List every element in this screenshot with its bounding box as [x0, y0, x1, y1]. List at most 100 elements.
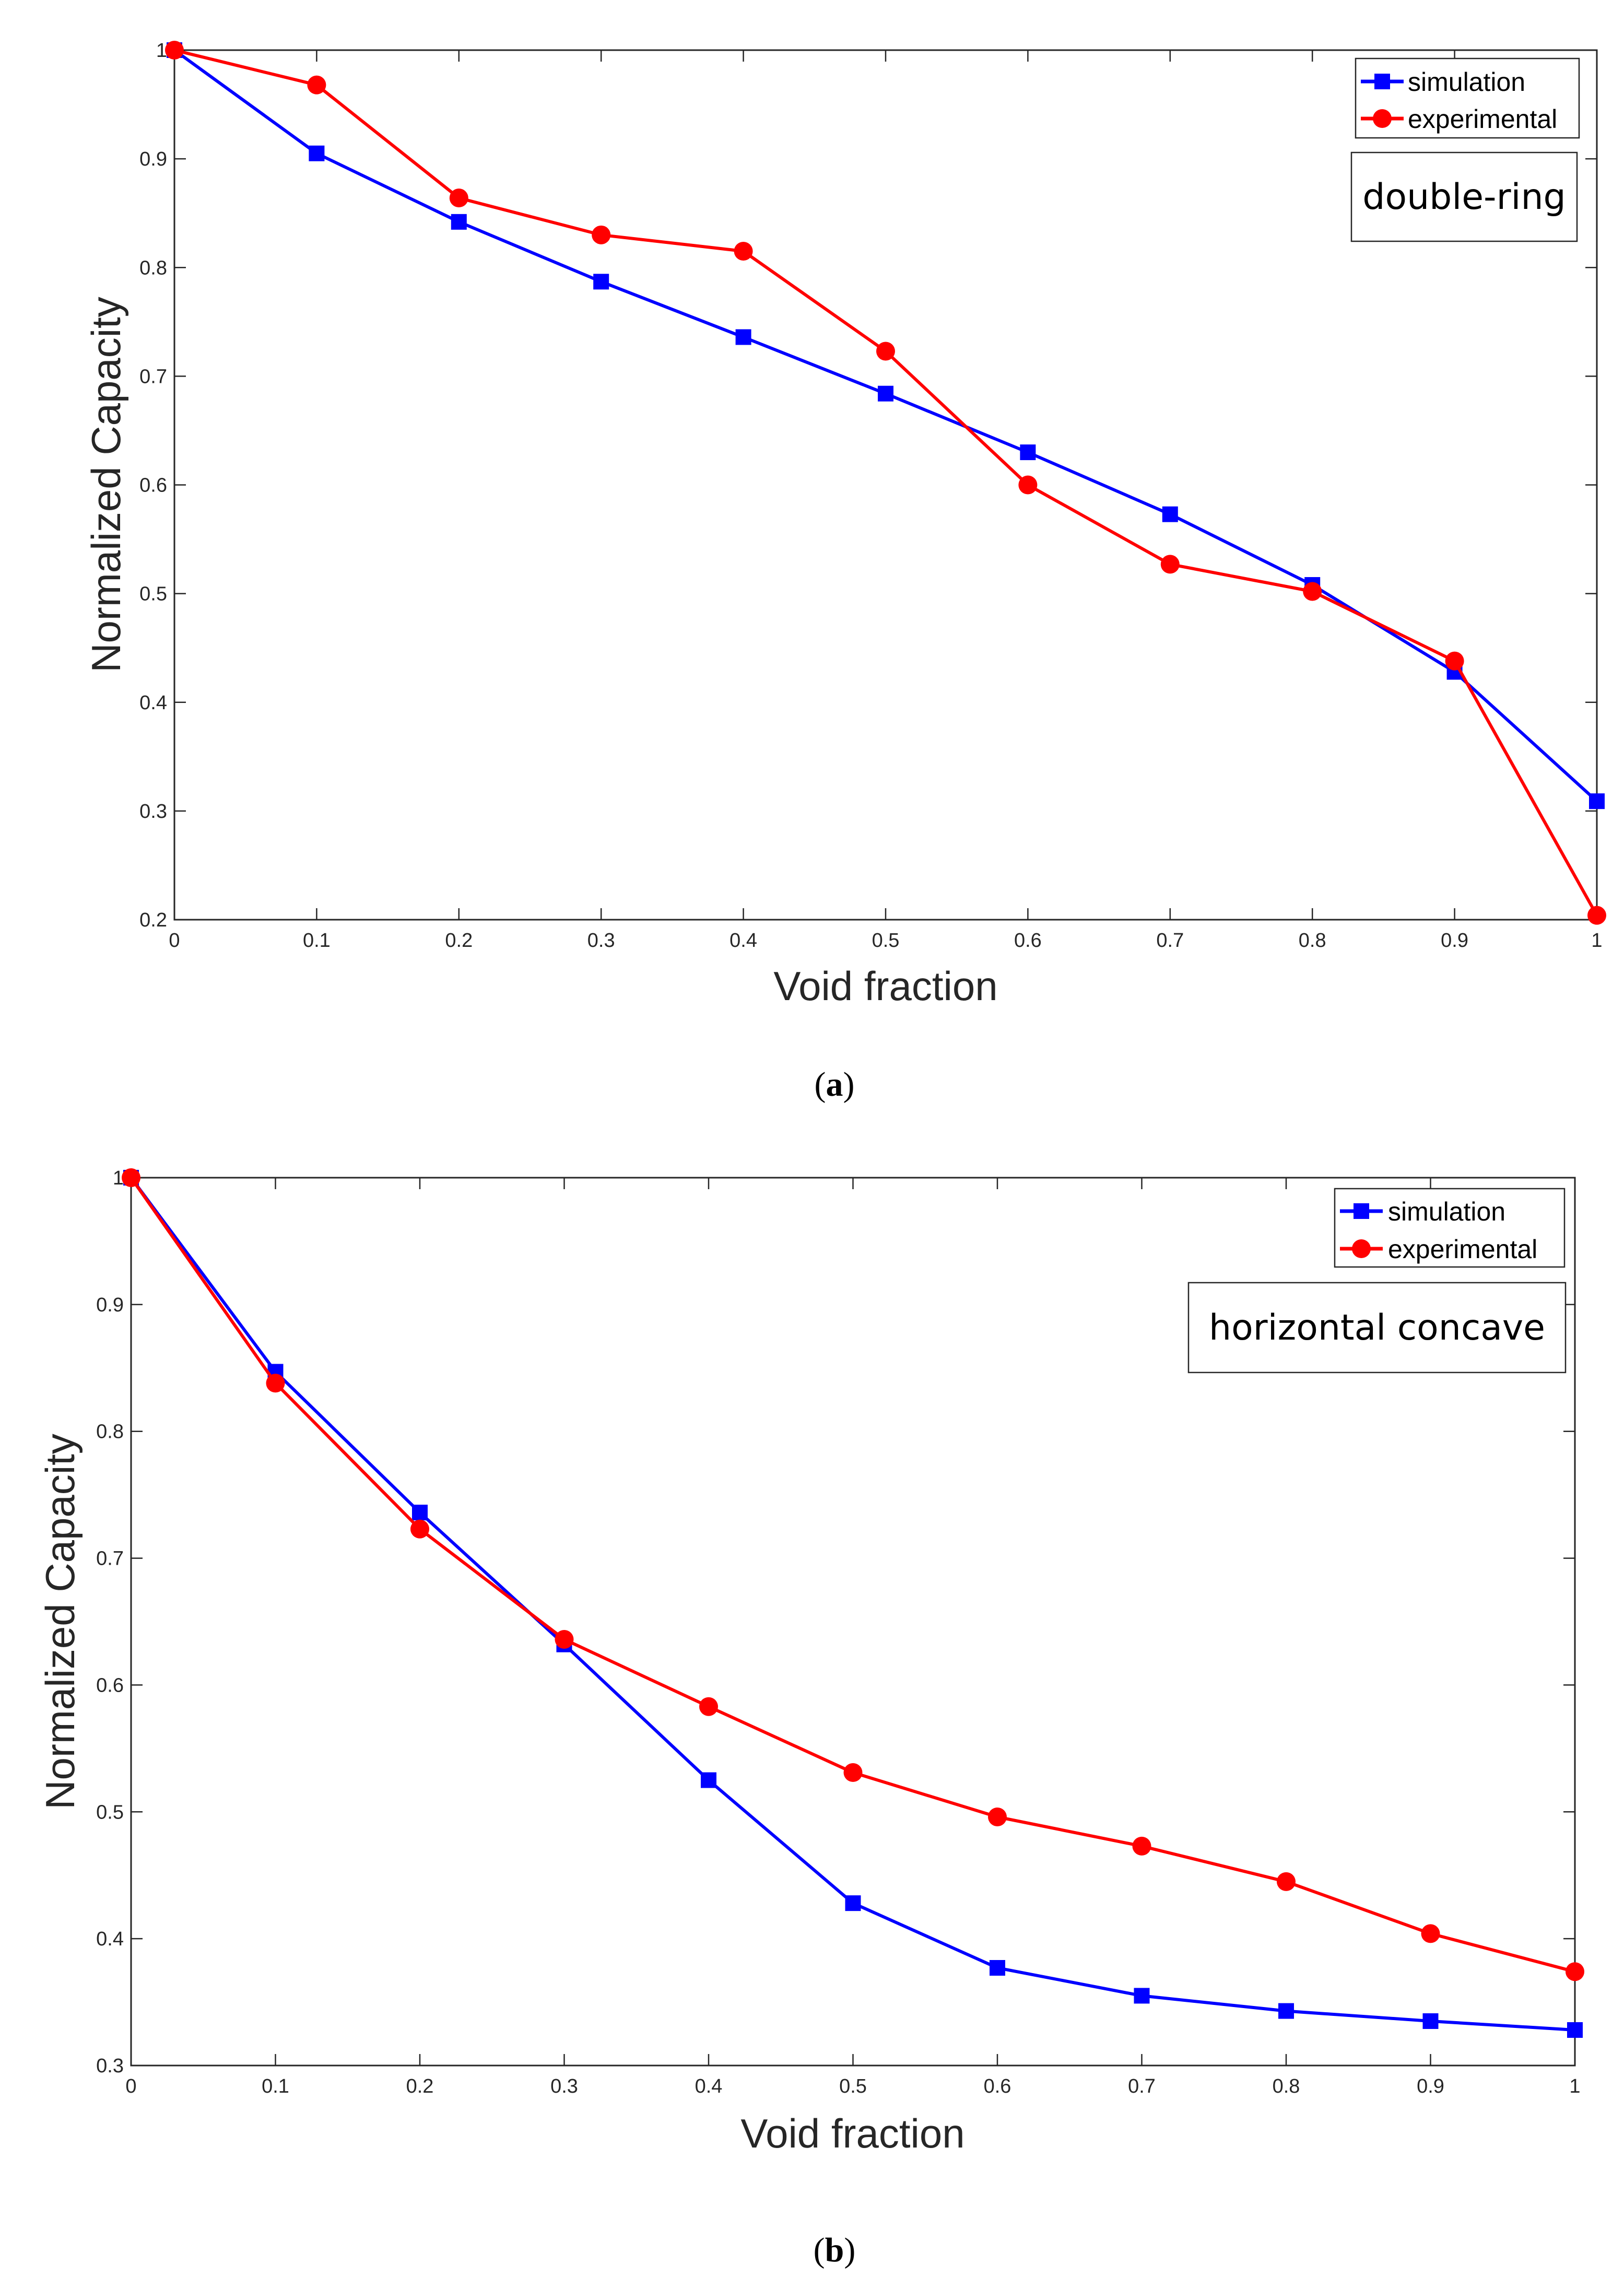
panel-a: 0 0.1 0.2 0.3 0.4 0.5 0.6 0.7 0.8 0.9 1 0.2 0.3 0.4 0.…	[83, 40, 1606, 1009]
panel-a-experimental-point	[734, 242, 753, 261]
panel-b-caption: (b)	[814, 2231, 856, 2269]
panel-b-experimental-point	[555, 1630, 574, 1649]
panel-a-simulation-point	[1020, 444, 1036, 461]
panel-a-caption: (a)	[815, 1065, 855, 1104]
panel-a-x-tick-label: 0	[169, 930, 180, 952]
panel-a-y-tick-label: 0.9	[139, 148, 167, 170]
panel-b-simulation-point	[1134, 1988, 1150, 2004]
panel-a-x-tick-label: 0.4	[729, 930, 757, 952]
panel-a-legend: simulation experimental	[1355, 57, 1580, 139]
panel-a-x-tick-label: 0.2	[445, 930, 473, 952]
panel-a-ticks: 0 0.1 0.2 0.3 0.4 0.5 0.6 0.7 0.8 0.9 1 0.2 0.3 0.4 0.…	[139, 40, 1602, 952]
panel-a-simulation-point	[1162, 506, 1178, 522]
panel-a-annotation-box	[1350, 151, 1578, 242]
panel-b-annotation-box	[1187, 1282, 1567, 1374]
panel-b-y-tick-label: 0.5	[96, 1801, 124, 1823]
panel-b-ticks: 0 0.1 0.2 0.3 0.4 0.5 0.6 0.7 0.8 0.9 1 0.3 0.4 0.5 0.…	[96, 1167, 1580, 2097]
panel-b-simulation-point	[1278, 2003, 1294, 2019]
panel-a-y-tick-label: 0.3	[139, 801, 167, 823]
panel-b-annotation-text: horizontal concave	[1209, 1307, 1545, 1348]
panel-a-x-tick-label: 0.1	[303, 930, 331, 952]
panel-a-annotation: double-ring	[1350, 151, 1578, 242]
panel-a-simulation-point	[309, 145, 325, 161]
panel-b-y-tick-label: 1	[113, 1167, 124, 1189]
panel-a-x-tick-label: 0.5	[872, 930, 900, 952]
panel-b-simulation-point	[1422, 2013, 1439, 2029]
panel-b-x-tick-label: 1	[1569, 2075, 1580, 2097]
panel-b-x-tick-label: 0.5	[839, 2075, 867, 2097]
panel-a-x-tick-label: 1	[1591, 930, 1602, 952]
panel-a-experimental-point	[1303, 582, 1322, 601]
panel-b-experimental-point	[122, 1168, 140, 1187]
panel-b-experimental-point	[988, 1808, 1007, 1826]
panel-a-legend-simulation-marker	[1374, 74, 1390, 89]
panel-b-y-tick-label: 0.7	[96, 1548, 124, 1570]
panel-a-x-tick-label: 0.8	[1299, 930, 1326, 952]
panel-b-experimental-point	[843, 1763, 863, 1782]
panel-a-simulation-point	[593, 274, 609, 290]
panel-a-legend-box	[1355, 57, 1580, 139]
panel-a-y-axis-title: Normalized Capacity	[83, 297, 129, 673]
panel-a-experimental-point	[1160, 555, 1180, 574]
panel-a-annotation-text: double-ring	[1362, 177, 1566, 218]
panel-b-x-tick-label: 0	[125, 2075, 136, 2097]
panel-b-x-tick-label: 0.7	[1128, 2075, 1156, 2097]
panel-b-y-tick-label: 0.9	[96, 1294, 124, 1316]
panel-b-experimental-point	[1277, 1872, 1296, 1891]
panel-b-y-axis-title: Normalized Capacity	[37, 1434, 83, 1810]
panel-a-y-tick-label: 0.4	[139, 692, 167, 714]
panel-a-series	[165, 41, 1606, 925]
panel-a-simulation-point	[735, 329, 751, 345]
panel-b-legend-experimental-marker	[1352, 1239, 1371, 1258]
panel-a-y-tick-label: 0.7	[139, 366, 167, 388]
panel-a-experimental-point	[165, 41, 184, 60]
panel-b-experimental-point	[1566, 1962, 1584, 1981]
panel-b-experimental-point	[1421, 1924, 1440, 1943]
panel-a-experimental-point	[876, 342, 895, 361]
panel-a-y-tick-label: 0.8	[139, 257, 167, 279]
panel-b-simulation-point	[412, 1505, 428, 1521]
panel-b-simulation-point	[990, 1960, 1005, 1976]
panel-b-experimental-point	[699, 1697, 718, 1716]
panel-b-x-tick-label: 0.6	[984, 2075, 1011, 2097]
panel-a-simulation-point	[878, 385, 893, 402]
panel-b-x-tick-label: 0.2	[406, 2075, 434, 2097]
panel-b-experimental-point	[410, 1519, 429, 1539]
panel-b-y-tick-label: 0.3	[96, 2055, 124, 2077]
panel-b-x-tick-label: 0.8	[1273, 2075, 1300, 2097]
panel-b-legend: simulation experimental	[1334, 1188, 1566, 1268]
panel-b-legend-experimental-label: experimental	[1388, 1235, 1537, 1264]
panel-b-caption-letter: b	[825, 2231, 844, 2269]
panel-a-y-tick-label: 0.2	[139, 909, 167, 931]
panel-b-series	[122, 1168, 1584, 2038]
panel-b-x-axis-title: Void fraction	[740, 2110, 964, 2156]
panel-a-simulation-point	[451, 214, 467, 230]
panel-b-legend-simulation-marker	[1354, 1203, 1369, 1219]
panel-a-x-tick-label: 0.9	[1441, 930, 1468, 952]
panel-a-y-tick-label: 0.5	[139, 583, 167, 605]
panel-b-y-tick-label: 0.4	[96, 1928, 124, 1950]
panel-b-legend-simulation-label: simulation	[1388, 1197, 1505, 1226]
panel-a-legend-experimental-label: experimental	[1408, 104, 1557, 134]
panel-a-legend-simulation-label: simulation	[1408, 67, 1525, 97]
panel-b-annotation: horizontal concave	[1187, 1282, 1567, 1374]
panel-a-y-tick-label: 1	[156, 40, 167, 62]
panel-b-x-tick-label: 0.1	[262, 2075, 289, 2097]
panel-b-x-tick-label: 0.3	[550, 2075, 578, 2097]
panel-b: 0 0.1 0.2 0.3 0.4 0.5 0.6 0.7 0.8 0.9 1 0.3 0.4 0.5 0.…	[37, 1167, 1584, 2156]
panel-b-y-tick-label: 0.8	[96, 1421, 124, 1443]
panel-b-x-tick-label: 0.9	[1417, 2075, 1444, 2097]
panel-a-simulation-point	[1589, 793, 1605, 809]
panel-a-caption-letter: a	[826, 1065, 843, 1104]
panel-b-simulation-point	[845, 1895, 861, 1911]
panel-a-experimental-point	[592, 225, 611, 244]
panel-a-experimental-point	[1587, 906, 1606, 925]
panel-b-simulation-point	[1567, 2022, 1583, 2038]
panel-b-y-tick-label: 0.6	[96, 1674, 124, 1696]
panel-a-y-tick-label: 0.6	[139, 475, 167, 497]
panel-a-x-axis-title: Void fraction	[773, 963, 997, 1009]
panel-a-experimental-point	[1018, 475, 1038, 495]
panel-b-legend-box	[1334, 1188, 1566, 1268]
panel-a-x-tick-label: 0.7	[1156, 930, 1184, 952]
